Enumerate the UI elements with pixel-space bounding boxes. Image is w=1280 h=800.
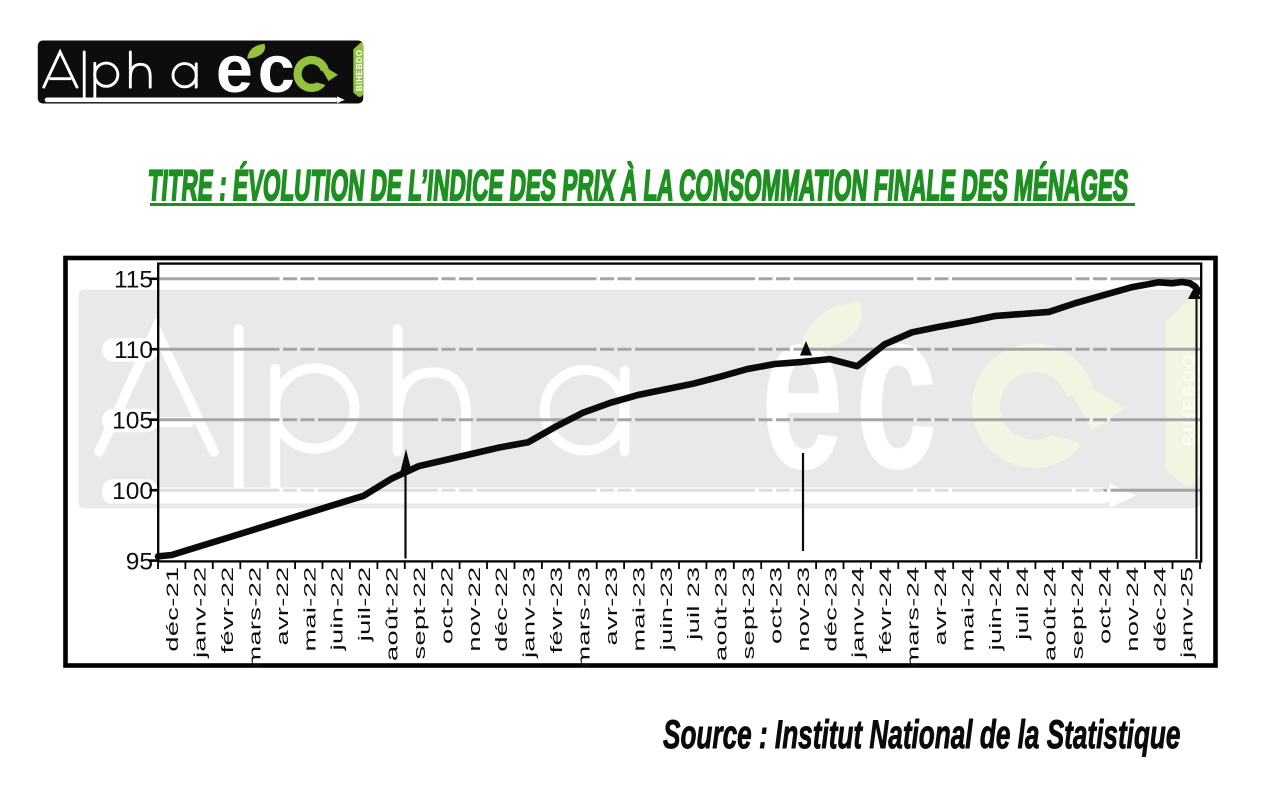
svg-text:juin-22: juin-22 [327, 567, 346, 652]
svg-text:févr-24: févr-24 [875, 567, 894, 654]
svg-text:mars-22: mars-22 [245, 567, 264, 669]
svg-text:115: 115 [114, 267, 153, 294]
svg-text:janv-24: janv-24 [848, 567, 867, 660]
svg-text:août-22: août-22 [382, 567, 401, 661]
svg-text:août-24: août-24 [1040, 567, 1059, 661]
svg-text:nov-23: nov-23 [793, 567, 812, 652]
svg-text:déc-21: déc-21 [162, 567, 181, 652]
svg-text:janv-22: janv-22 [190, 567, 209, 660]
svg-text:oct-24: oct-24 [1095, 567, 1114, 645]
svg-text:juin-23: juin-23 [656, 567, 675, 652]
svg-text:mai-22: mai-22 [300, 567, 319, 652]
svg-text:avr-23: avr-23 [601, 567, 620, 646]
svg-text:août-23: août-23 [711, 567, 730, 661]
svg-text:juin-24: juin-24 [985, 567, 1004, 652]
svg-text:mars-23: mars-23 [574, 567, 593, 669]
svg-text:sept-22: sept-22 [409, 567, 428, 660]
svg-text:juil 23: juil 23 [683, 567, 702, 641]
svg-text:janv-25: janv-25 [1177, 567, 1196, 660]
svg-text:BIHEBDO: BIHEBDO [355, 49, 364, 91]
svg-text:nov-22: nov-22 [464, 567, 483, 652]
svg-text:déc-24: déc-24 [1150, 567, 1169, 652]
svg-text:100: 100 [112, 478, 153, 505]
svg-text:mai-23: mai-23 [629, 567, 648, 652]
svg-text:févr-22: févr-22 [217, 567, 236, 654]
svg-text:déc-22: déc-22 [491, 567, 510, 652]
svg-text:juil 24: juil 24 [1012, 567, 1031, 641]
svg-text:mars-24: mars-24 [903, 567, 922, 669]
svg-text:ec: ec [761, 259, 949, 517]
svg-text:oct-23: oct-23 [766, 567, 785, 645]
svg-text:sept-23: sept-23 [738, 567, 757, 660]
svg-text:juil-22: juil-22 [354, 567, 373, 643]
svg-text:janv-23: janv-23 [519, 567, 538, 660]
svg-text:95: 95 [126, 548, 153, 575]
svg-text:nov-24: nov-24 [1122, 567, 1141, 652]
svg-text:BIHEBDO: BIHEBDO [1179, 353, 1199, 447]
svg-text:110: 110 [114, 337, 153, 364]
svg-text:févr-23: févr-23 [546, 567, 565, 654]
svg-text:déc-23: déc-23 [821, 567, 840, 652]
svg-text:avr-24: avr-24 [930, 567, 949, 646]
svg-text:oct-22: oct-22 [437, 567, 456, 645]
svg-text:sept-24: sept-24 [1067, 567, 1086, 660]
svg-text:mai-24: mai-24 [958, 567, 977, 652]
svg-text:avr-22: avr-22 [272, 567, 291, 646]
svg-text:105: 105 [112, 408, 153, 435]
